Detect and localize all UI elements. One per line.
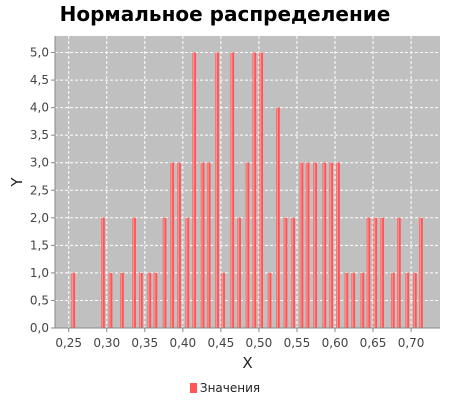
bar-highlight <box>163 217 165 328</box>
bar-highlight <box>71 272 74 328</box>
bar-highlight <box>329 162 332 328</box>
y-tick-label: 5,0 <box>30 46 49 60</box>
x-tick-label: 0,45 <box>208 336 235 350</box>
x-tick-label: 0,40 <box>169 336 196 350</box>
bar-highlight <box>391 272 393 328</box>
grid-lines <box>55 36 440 328</box>
bar-highlight <box>253 52 255 329</box>
y-tick-label: 4,0 <box>30 101 49 115</box>
bar-highlight <box>207 162 209 328</box>
bar-highlight <box>284 217 286 328</box>
bar-highlight <box>237 217 240 328</box>
bar <box>139 272 143 328</box>
y-tick-label: 2,5 <box>30 183 49 197</box>
bar-highlight <box>231 52 233 329</box>
bar-highlight <box>367 217 369 328</box>
bar <box>147 272 152 328</box>
bar-highlight <box>186 217 188 328</box>
y-tick-label: 0,5 <box>30 293 49 307</box>
bar-highlight <box>215 52 218 329</box>
y-axis-label: Y <box>8 177 26 188</box>
x-tick-label: 0,70 <box>398 336 425 350</box>
y-tick-label: 1,0 <box>30 266 49 280</box>
bar-highlight <box>154 272 156 328</box>
bar-highlight <box>419 217 421 328</box>
bar-highlight <box>120 272 122 328</box>
x-tick-label: 0,30 <box>93 336 120 350</box>
bar-highlight <box>268 272 270 328</box>
x-tick-label: 0,60 <box>322 336 349 350</box>
bar <box>170 162 174 328</box>
bar-highlight <box>276 107 278 328</box>
bar-highlight <box>361 272 363 328</box>
bar-highlight <box>380 217 383 328</box>
x-tick-label: 0,35 <box>131 336 158 350</box>
bar-highlight <box>246 162 248 328</box>
bar-highlight <box>101 217 103 328</box>
y-tick-label: 3,5 <box>30 128 49 142</box>
bar-highlight <box>201 162 203 328</box>
bar-highlight <box>170 162 173 328</box>
x-tick-label: 0,65 <box>360 336 387 350</box>
bar-highlight <box>374 217 376 328</box>
bar-highlight <box>306 162 308 328</box>
bars <box>71 52 423 329</box>
bar-highlight <box>323 162 325 328</box>
y-tick-label: 4,5 <box>30 73 49 87</box>
bar-highlight <box>148 272 150 328</box>
bar-highlight <box>177 162 180 328</box>
y-tick-label: 1,5 <box>30 238 49 252</box>
bar <box>252 52 257 329</box>
axes <box>51 36 440 332</box>
y-tick-labels: 0,0 0,5 1,0 1,5 2,0 2,5 3,0 3,5 4,0 4,5 5,0 <box>30 46 49 335</box>
bar-highlight <box>132 217 135 328</box>
bar-highlight <box>139 272 141 328</box>
bar-highlight <box>300 162 302 328</box>
bar-highlight <box>413 272 415 328</box>
x-tick-labels: 0,25 0,30 0,35 0,40 0,45 0,50 0,55 0,60 0,65 0,70 <box>55 336 424 350</box>
bar-highlight <box>221 272 224 328</box>
bar-highlight <box>291 217 294 328</box>
bar-highlight <box>397 217 399 328</box>
bar <box>200 162 205 328</box>
legend-swatch <box>189 383 197 393</box>
bar-highlight <box>345 272 347 328</box>
bar-highlight <box>406 272 408 328</box>
bar-highlight <box>313 162 316 328</box>
legend-label: Значения <box>199 381 261 395</box>
x-tick-label: 0,55 <box>284 336 311 350</box>
bar <box>71 272 76 328</box>
bar <box>230 52 235 329</box>
x-tick-label: 0,25 <box>55 336 82 350</box>
legend: Значения <box>0 381 450 395</box>
bar-highlight <box>336 162 339 328</box>
chart-title: Нормальное распределение <box>59 2 391 26</box>
y-tick-label: 2,0 <box>30 211 49 225</box>
x-tick-label: 0,50 <box>246 336 273 350</box>
bar-highlight <box>192 52 195 329</box>
bar-highlight <box>351 272 354 328</box>
x-axis-label: X <box>242 354 252 372</box>
bar-highlight <box>259 52 262 329</box>
y-tick-label: 0,0 <box>30 321 49 335</box>
bar-highlight <box>109 272 111 328</box>
y-tick-label: 3,0 <box>30 156 49 170</box>
